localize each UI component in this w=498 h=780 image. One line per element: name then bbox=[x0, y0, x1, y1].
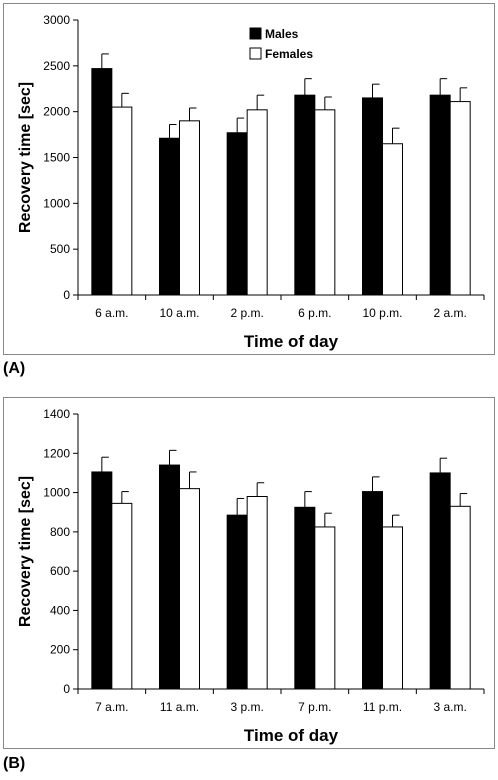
x-tick-label: 10 a.m. bbox=[159, 306, 199, 320]
y-tick-label: 500 bbox=[50, 242, 70, 256]
x-tick-label: 11 a.m. bbox=[160, 700, 199, 714]
y-tick-label: 2000 bbox=[43, 105, 70, 119]
x-tick-label: 3 a.m. bbox=[433, 700, 466, 714]
bar-females bbox=[246, 109, 268, 296]
bar-males bbox=[226, 514, 248, 690]
y-tick-label: 0 bbox=[63, 288, 70, 302]
bar-females bbox=[314, 526, 336, 690]
legend-swatch-females bbox=[249, 47, 262, 60]
y-tick-label: 1200 bbox=[43, 446, 70, 460]
y-tick-label: 2500 bbox=[43, 59, 70, 73]
legend-label-males: Males bbox=[265, 27, 299, 41]
bar-females bbox=[382, 143, 403, 296]
bar-males bbox=[362, 97, 383, 296]
x-axis-title: Time of day bbox=[244, 726, 339, 745]
bar-females bbox=[314, 109, 336, 296]
bar-females bbox=[179, 120, 200, 296]
x-tick-label: 2 a.m. bbox=[433, 306, 466, 320]
y-axis-title: Recovery time [sec] bbox=[17, 82, 34, 233]
x-tick-label: 6 p.m. bbox=[298, 306, 331, 320]
bar-males bbox=[91, 68, 113, 296]
y-tick-label: 1000 bbox=[43, 196, 70, 210]
chart-b: 0 200 400 600 800 1000 1200 1400 7 a.m. 11 a.m. 3 … bbox=[17, 407, 485, 745]
y-tick-label: 1500 bbox=[43, 151, 70, 165]
x-tick-label: 3 p.m. bbox=[230, 700, 263, 714]
y-axis-title: Recovery time [sec] bbox=[17, 476, 34, 627]
x-axis-title: Time of day bbox=[244, 332, 339, 351]
x-tick-label: 11 p.m. bbox=[363, 700, 402, 714]
bar-males bbox=[159, 464, 180, 690]
y-tick-label: 3000 bbox=[43, 13, 70, 27]
bar-females bbox=[382, 526, 403, 690]
bar-males bbox=[362, 491, 383, 690]
legend-swatch-males bbox=[249, 27, 262, 40]
bar-females bbox=[111, 106, 133, 296]
y-tick-label: 400 bbox=[50, 603, 70, 617]
panel-label-a: (A) bbox=[3, 360, 26, 377]
bar-males bbox=[429, 94, 451, 296]
chart-panel-a: 0 500 1000 1500 2000 2500 3000 6 a.m. 10 a.m. 2 p… bbox=[3, 3, 495, 355]
chart-panel-b: 0 200 400 600 800 1000 1200 1400 7 a.m. 11 a.m. 3 … bbox=[3, 397, 495, 749]
bar-females bbox=[246, 496, 268, 690]
chart-a: 0 500 1000 1500 2000 2500 3000 6 a.m. 10 a.m. 2 p… bbox=[17, 13, 485, 351]
x-tick-label: 6 a.m. bbox=[95, 306, 128, 320]
legend-label-females: Females bbox=[265, 47, 313, 61]
bar-males bbox=[429, 472, 451, 690]
bar-females bbox=[449, 101, 471, 296]
y-tick-label: 200 bbox=[50, 643, 70, 657]
bar-females bbox=[111, 502, 133, 690]
y-tick-label: 600 bbox=[50, 564, 70, 578]
bar-males bbox=[91, 471, 113, 690]
y-tick-label: 0 bbox=[63, 682, 70, 696]
y-tick-label: 1000 bbox=[43, 486, 70, 500]
bar-females bbox=[449, 505, 471, 690]
x-tick-label: 7 a.m. bbox=[95, 700, 128, 714]
panel-label-b: (B) bbox=[3, 755, 26, 772]
x-tick-label: 7 p.m. bbox=[298, 700, 331, 714]
bar-males bbox=[159, 137, 180, 296]
bar-males bbox=[294, 94, 316, 296]
bar-males bbox=[294, 506, 316, 690]
bar-males bbox=[226, 132, 248, 296]
x-tick-label: 2 p.m. bbox=[230, 306, 263, 320]
y-tick-label: 800 bbox=[50, 525, 70, 539]
bar-females bbox=[179, 488, 200, 690]
x-tick-label: 10 p.m. bbox=[362, 306, 402, 320]
y-tick-label: 1400 bbox=[43, 407, 70, 421]
